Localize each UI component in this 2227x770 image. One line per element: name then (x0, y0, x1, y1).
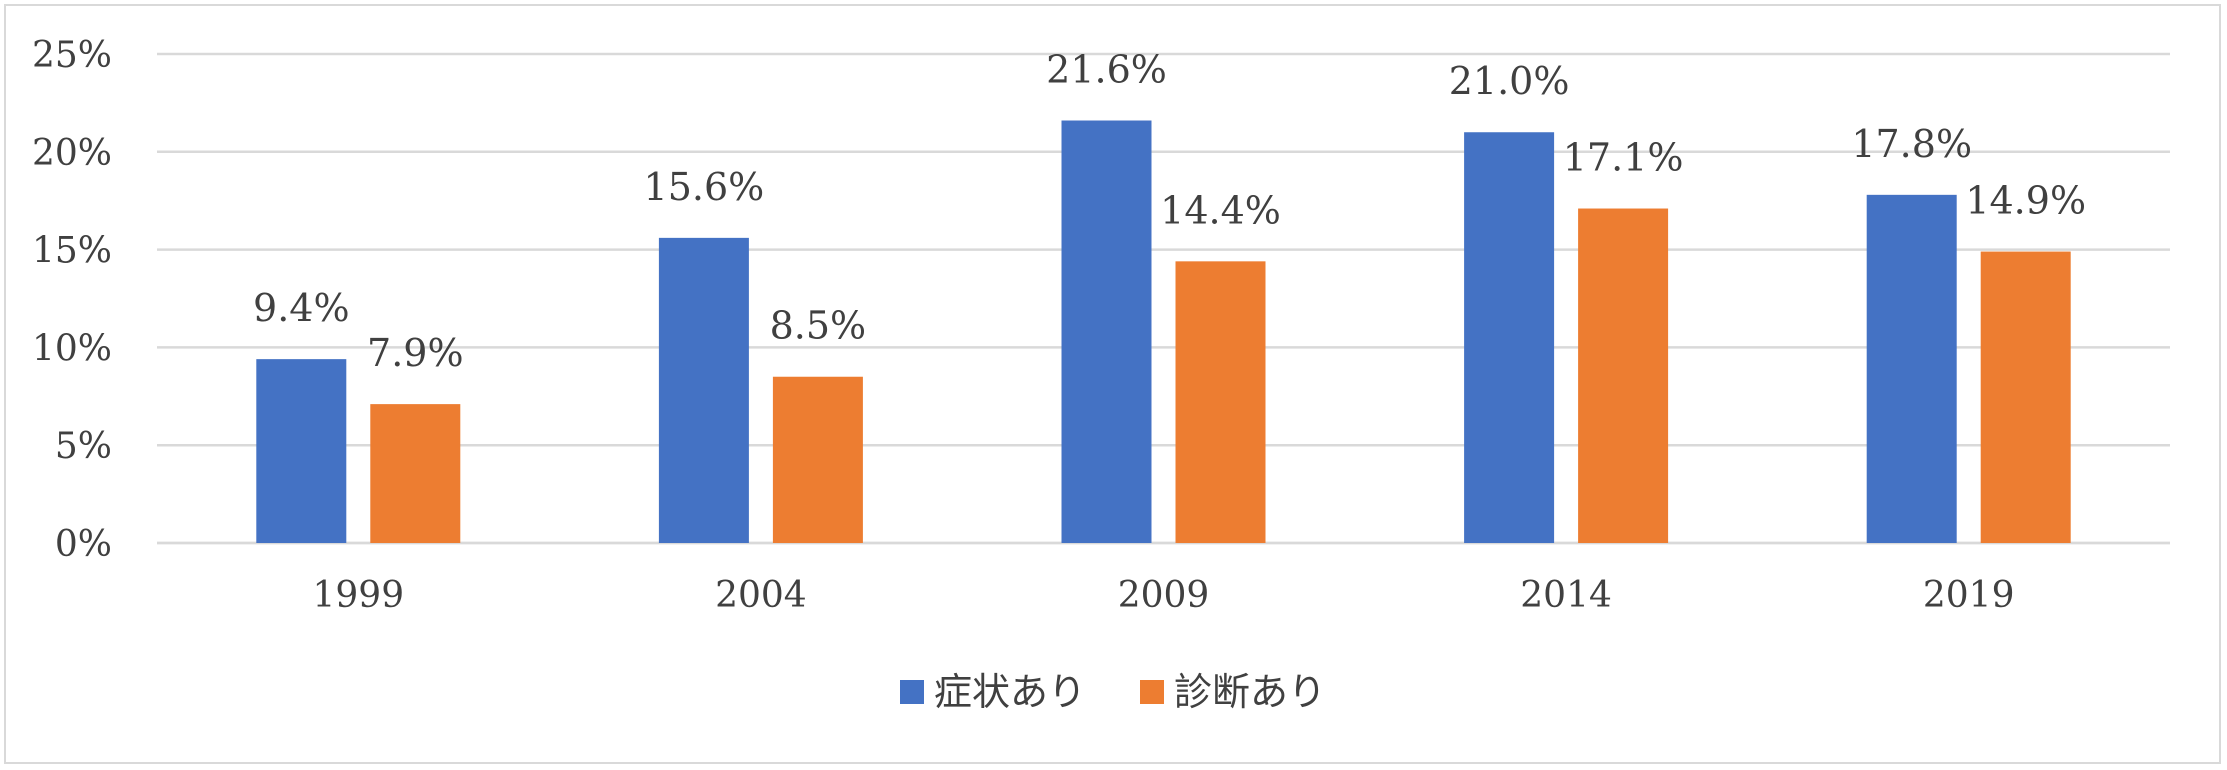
data-label: 17.1% (1563, 136, 1684, 180)
data-labels: 9.4% 7.9% 15.6% 8.5% 21.6% 14.4% 21.0% 17.1% 17.… (253, 48, 2086, 376)
y-tick-label: 0% (55, 524, 112, 565)
data-label: 15.6% (644, 165, 765, 209)
bar-diagnosis-2019 (1980, 251, 2071, 543)
data-label: 17.8% (1851, 122, 1972, 166)
y-tick-label: 25% (32, 35, 112, 76)
y-tick-label: 20% (32, 133, 112, 174)
legend: 症状あり 診断あり (900, 670, 1326, 714)
y-tick-label: 10% (32, 328, 112, 369)
legend-label: 診断あり (1174, 670, 1326, 714)
bar-symptom-2019 (1866, 194, 1957, 543)
bar-diagnosis-2004 (772, 376, 863, 543)
bar-symptom-2014 (1464, 132, 1555, 544)
data-label: 14.9% (1965, 179, 2086, 223)
bar-diagnosis-1999 (370, 404, 461, 543)
x-tick-label: 2004 (715, 575, 807, 616)
y-axis-tick-labels: 0% 5% 10% 15% 20% 25% (32, 35, 112, 565)
x-tick-label: 2019 (1923, 575, 2015, 616)
bar-diagnosis-2014 (1578, 208, 1669, 544)
bar-diagnosis-2009 (1175, 261, 1266, 543)
bars (256, 120, 2071, 544)
x-tick-label: 2014 (1520, 575, 1612, 616)
data-label: 21.6% (1046, 48, 1167, 92)
x-tick-label: 1999 (312, 575, 404, 616)
bar-symptom-2004 (658, 237, 749, 543)
data-label: 9.4% (253, 286, 350, 330)
y-tick-label: 5% (55, 426, 112, 467)
data-label: 7.9% (367, 331, 464, 375)
legend-swatch (900, 680, 924, 704)
data-label: 21.0% (1449, 59, 1570, 103)
grid-lines (157, 52, 2170, 545)
x-tick-label: 2009 (1118, 575, 1210, 616)
bar-symptom-2009 (1061, 120, 1152, 543)
bar-symptom-1999 (256, 359, 347, 543)
x-axis-tick-labels: 1999 2004 2009 2014 2019 (312, 575, 2014, 616)
legend-label: 症状あり (934, 670, 1086, 714)
legend-swatch (1140, 680, 1164, 704)
y-tick-label: 15% (32, 231, 112, 272)
data-label: 8.5% (770, 304, 867, 348)
data-label: 14.4% (1160, 188, 1281, 232)
